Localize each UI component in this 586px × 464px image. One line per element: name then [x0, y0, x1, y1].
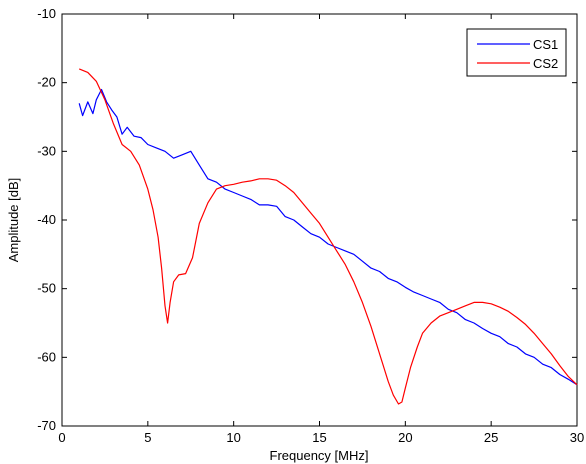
y-tick-label: -10	[37, 6, 56, 21]
x-tick-label: 0	[58, 430, 65, 445]
plot-area	[61, 13, 578, 427]
x-tick-label: 25	[484, 430, 498, 445]
x-tick-label: 20	[398, 430, 412, 445]
x-tick-label: 10	[226, 430, 240, 445]
legend: CS1 CS2	[466, 28, 567, 77]
x-tick-label: 15	[312, 430, 326, 445]
y-tick-label: -50	[37, 281, 56, 296]
y-tick-label: -40	[37, 212, 56, 227]
legend-label-cs2: CS2	[533, 56, 558, 71]
series-line-cs2	[78, 68, 578, 405]
series-layer	[78, 68, 578, 405]
legend-label-cs1: CS1	[533, 37, 558, 52]
series-line-cs1	[78, 88, 578, 386]
axis-ticks: 0 5 10 15 20 25 30 -70 -60 -50 -40 -30 -20 -10	[37, 6, 584, 445]
y-tick-label: -70	[37, 418, 56, 433]
x-tick-label: 5	[144, 430, 151, 445]
x-axis-label: Frequency [MHz]	[270, 448, 369, 463]
y-axis-label: Amplitude [dB]	[6, 178, 21, 263]
y-tick-label: -20	[37, 75, 56, 90]
legend-box	[466, 28, 567, 77]
y-tick-label: -60	[37, 349, 56, 364]
y-tick-label: -30	[37, 143, 56, 158]
x-tick-label: 30	[570, 430, 584, 445]
